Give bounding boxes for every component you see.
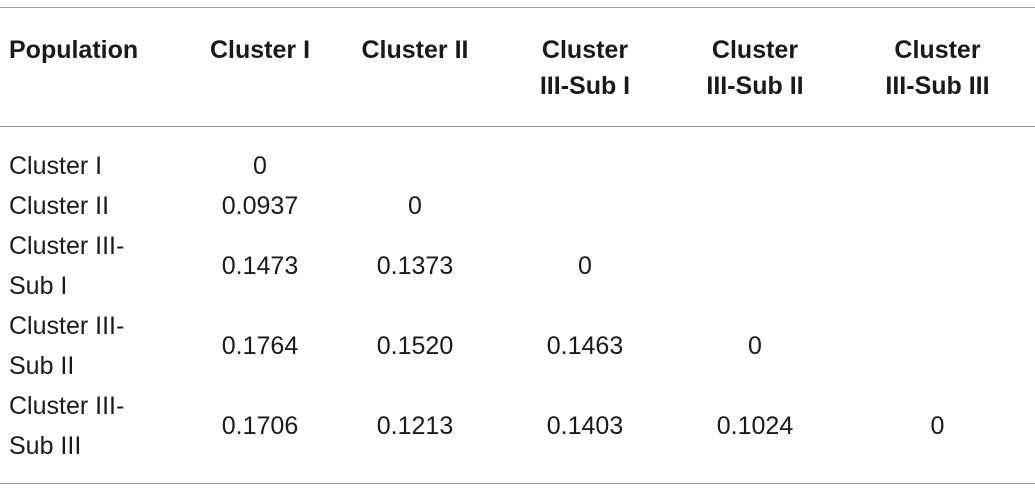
table-cell: 0 — [408, 192, 422, 220]
row-label: Cluster I — [0, 126, 190, 186]
header-cluster-2: Cluster II — [330, 8, 500, 126]
header-cluster-3-sub-3: Cluster III-Sub III — [840, 8, 1035, 126]
table-cell: 0 — [578, 252, 592, 280]
row-label-text: Cluster I — [9, 152, 103, 180]
table-cell — [840, 186, 1035, 226]
row-label: Cluster II — [0, 186, 190, 226]
row-label-line2: Sub I — [9, 272, 68, 300]
table-cell — [500, 186, 670, 226]
table-cell — [840, 126, 1035, 186]
table-row: Cluster I 0 — [0, 126, 1035, 186]
header-cluster-3-sub-2-line2: III-Sub II — [706, 72, 804, 100]
table-cell: 0 — [253, 152, 267, 180]
row-label-line1: Cluster III- — [9, 392, 125, 420]
row-label: Cluster III- Sub II — [0, 306, 190, 386]
header-cluster-3-sub-2-line1: Cluster — [711, 36, 799, 64]
table-body: Cluster I 0 Cluster II 0.0937 0 Cluster … — [0, 126, 1035, 466]
table-cell — [670, 126, 840, 186]
table-cell — [670, 186, 840, 226]
table-row: Cluster III- Sub II 0.1764 0.1520 0.1463 … — [0, 306, 1035, 386]
row-label-line1: Cluster III- — [9, 232, 125, 260]
row-label-text: Cluster II — [9, 192, 110, 220]
table-cell — [670, 226, 840, 306]
table-cell — [330, 126, 500, 186]
header-cluster-3-sub-2: Cluster III-Sub II — [670, 8, 840, 126]
header-cluster-1-text: Cluster I — [209, 36, 311, 64]
table-cell: 0.1373 — [376, 252, 454, 280]
header-cluster-3-sub-1-line1: Cluster — [541, 36, 629, 64]
row-label-line1: Cluster III- — [9, 312, 125, 340]
header-row: Population Cluster I Cluster II Cluster I… — [0, 8, 1035, 126]
table-row: Cluster II 0.0937 0 — [0, 186, 1035, 226]
table-bottom-rule — [0, 483, 1035, 484]
table-cell: 0 — [748, 332, 762, 360]
table-cell: 0.1403 — [546, 412, 624, 440]
table-cell — [500, 126, 670, 186]
header-population-text: Population — [9, 36, 139, 64]
table-cell: 0.1706 — [221, 412, 299, 440]
header-cluster-2-text: Cluster II — [361, 36, 469, 64]
distance-table: Population Cluster I Cluster II Cluster I… — [0, 8, 1035, 466]
table-row: Cluster III- Sub I 0.1473 0.1373 0 — [0, 226, 1035, 306]
table-cell — [840, 226, 1035, 306]
header-cluster-3-sub-3-line2: III-Sub III — [885, 72, 990, 100]
row-label: Cluster III- Sub III — [0, 386, 190, 466]
row-label: Cluster III- Sub I — [0, 226, 190, 306]
row-label-line2: Sub II — [9, 352, 75, 380]
table-row: Cluster III- Sub III 0.1706 0.1213 0.1403… — [0, 386, 1035, 466]
header-cluster-3-sub-3-line1: Cluster — [894, 36, 981, 64]
table-cell: 0.0937 — [221, 192, 299, 220]
header-cluster-1: Cluster I — [190, 8, 330, 126]
table-header: Population Cluster I Cluster II Cluster I… — [0, 8, 1035, 126]
header-population: Population — [0, 8, 190, 126]
table-cell: 0.1463 — [546, 332, 624, 360]
table-cell: 0.1024 — [716, 412, 794, 440]
header-bottom-rule — [0, 126, 1035, 127]
header-cluster-3-sub-1: Cluster III-Sub I — [500, 8, 670, 126]
table-cell: 0.1764 — [221, 332, 299, 360]
table-cell: 0.1473 — [221, 252, 299, 280]
header-cluster-3-sub-1-line2: III-Sub I — [539, 72, 631, 100]
table-top-rule — [0, 7, 1035, 8]
table-cell: 0.1520 — [376, 332, 454, 360]
row-label-line2: Sub III — [9, 432, 82, 460]
table-cell — [840, 306, 1035, 386]
table-cell: 0 — [930, 412, 945, 440]
table-cell: 0.1213 — [376, 412, 454, 440]
